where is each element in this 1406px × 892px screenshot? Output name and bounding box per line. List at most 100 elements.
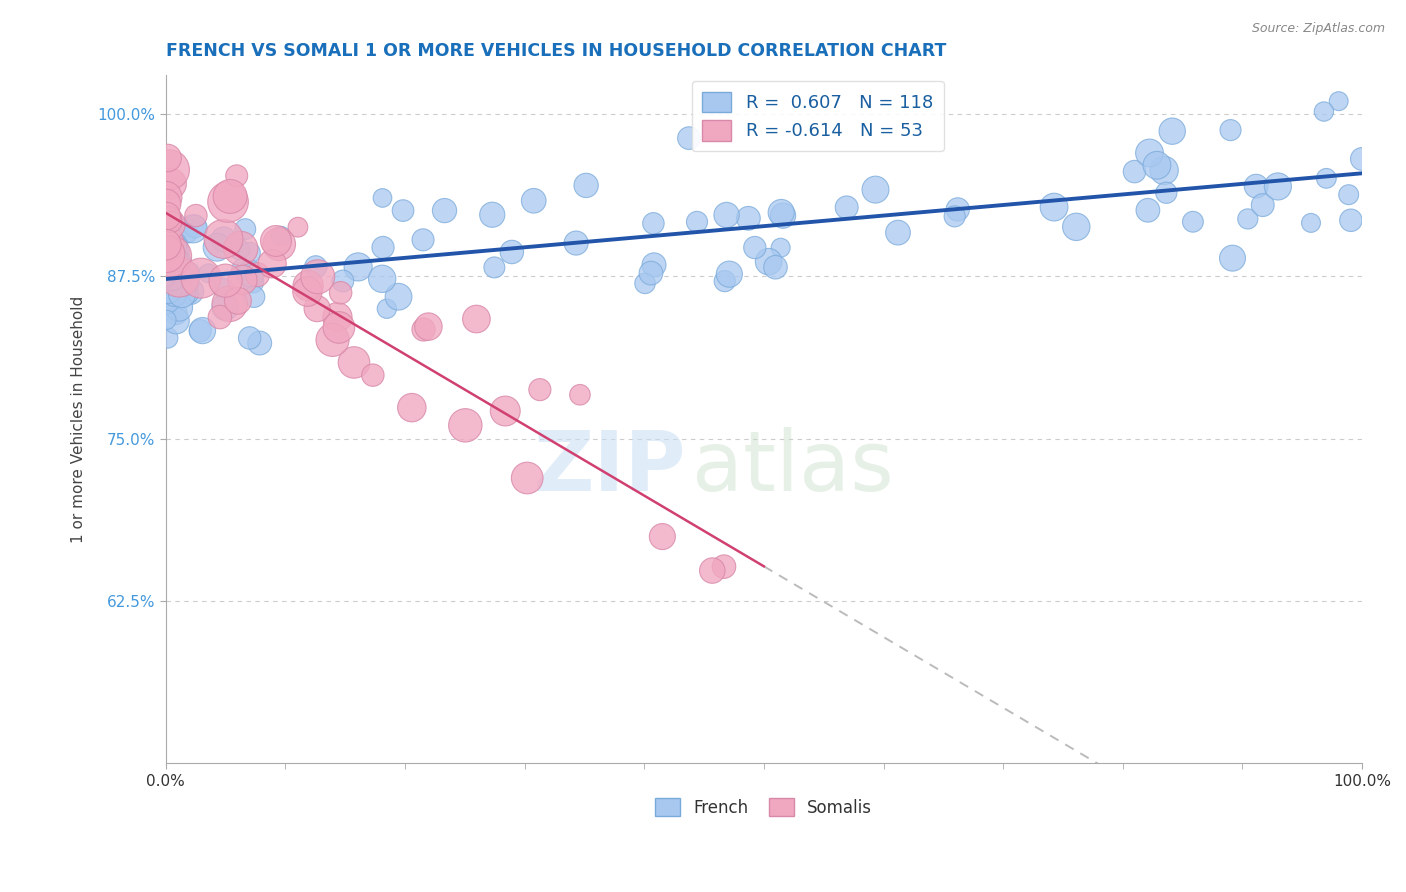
Point xyxy=(494,404,516,418)
Point xyxy=(322,333,344,347)
Point xyxy=(165,244,187,259)
Point xyxy=(169,252,191,267)
Point xyxy=(643,216,665,230)
Point xyxy=(1340,213,1362,227)
Point xyxy=(516,471,538,485)
Point xyxy=(233,222,256,236)
Point xyxy=(1123,164,1146,178)
Point xyxy=(371,272,394,286)
Point xyxy=(1236,211,1258,226)
Point xyxy=(1043,200,1066,214)
Point xyxy=(713,559,735,574)
Point xyxy=(1251,198,1274,212)
Point xyxy=(162,284,184,298)
Point xyxy=(246,268,269,282)
Point xyxy=(214,274,236,288)
Point xyxy=(155,274,177,288)
Point xyxy=(184,209,207,223)
Point xyxy=(160,177,183,191)
Point xyxy=(157,260,180,274)
Point xyxy=(1315,171,1337,186)
Point xyxy=(212,232,235,246)
Point xyxy=(155,313,177,327)
Point xyxy=(188,324,211,338)
Point xyxy=(181,222,204,236)
Point xyxy=(249,336,271,351)
Point xyxy=(1267,179,1289,194)
Point xyxy=(1146,158,1168,172)
Point xyxy=(1351,152,1374,166)
Point xyxy=(678,131,700,145)
Point xyxy=(946,202,969,217)
Point xyxy=(1313,104,1336,119)
Point xyxy=(737,211,759,226)
Point xyxy=(387,290,409,304)
Point xyxy=(218,297,240,311)
Point xyxy=(418,319,440,334)
Point xyxy=(264,234,287,248)
Point xyxy=(287,220,309,235)
Point xyxy=(634,277,657,291)
Point xyxy=(1136,203,1159,218)
Point xyxy=(326,310,349,325)
Point xyxy=(269,237,291,252)
Point xyxy=(361,368,384,383)
Point xyxy=(184,219,207,234)
Point xyxy=(197,266,219,280)
Point xyxy=(371,240,394,254)
Point xyxy=(239,267,262,281)
Point xyxy=(155,275,177,289)
Point xyxy=(484,260,506,275)
Point xyxy=(375,301,398,316)
Text: atlas: atlas xyxy=(692,426,894,508)
Point xyxy=(177,286,200,301)
Point xyxy=(651,530,673,544)
Point xyxy=(1327,94,1350,108)
Point xyxy=(568,388,591,402)
Point xyxy=(156,285,179,300)
Point xyxy=(214,300,236,314)
Point xyxy=(155,190,177,204)
Point xyxy=(191,324,214,338)
Point xyxy=(454,418,477,433)
Point xyxy=(212,281,235,295)
Point xyxy=(174,275,197,289)
Point xyxy=(167,301,190,315)
Point xyxy=(177,267,200,281)
Point xyxy=(228,243,250,257)
Point xyxy=(160,215,183,229)
Point xyxy=(157,283,180,297)
Point xyxy=(155,295,177,310)
Point xyxy=(155,268,177,282)
Point xyxy=(1222,251,1244,265)
Point xyxy=(155,268,177,282)
Point xyxy=(716,208,738,222)
Point xyxy=(205,240,228,254)
Point xyxy=(156,331,179,345)
Point xyxy=(155,236,177,251)
Point xyxy=(219,189,242,203)
Point xyxy=(217,194,239,209)
Point xyxy=(565,235,588,250)
Point xyxy=(702,564,724,578)
Point xyxy=(401,401,423,415)
Point xyxy=(772,209,794,223)
Point xyxy=(686,215,709,229)
Text: FRENCH VS SOMALI 1 OR MORE VEHICLES IN HOUSEHOLD CORRELATION CHART: FRENCH VS SOMALI 1 OR MORE VEHICLES IN H… xyxy=(166,42,946,60)
Point xyxy=(162,238,184,252)
Point xyxy=(155,247,177,261)
Point xyxy=(169,268,191,283)
Point xyxy=(347,260,370,274)
Legend: French, Somalis: French, Somalis xyxy=(648,791,879,823)
Point xyxy=(155,243,177,257)
Point xyxy=(155,293,177,307)
Point xyxy=(1244,179,1267,194)
Point xyxy=(165,307,187,321)
Point xyxy=(305,260,328,274)
Point xyxy=(481,208,503,222)
Text: ZIP: ZIP xyxy=(534,426,686,508)
Point xyxy=(412,322,434,336)
Point xyxy=(163,287,186,301)
Point xyxy=(159,162,181,177)
Point xyxy=(155,249,177,263)
